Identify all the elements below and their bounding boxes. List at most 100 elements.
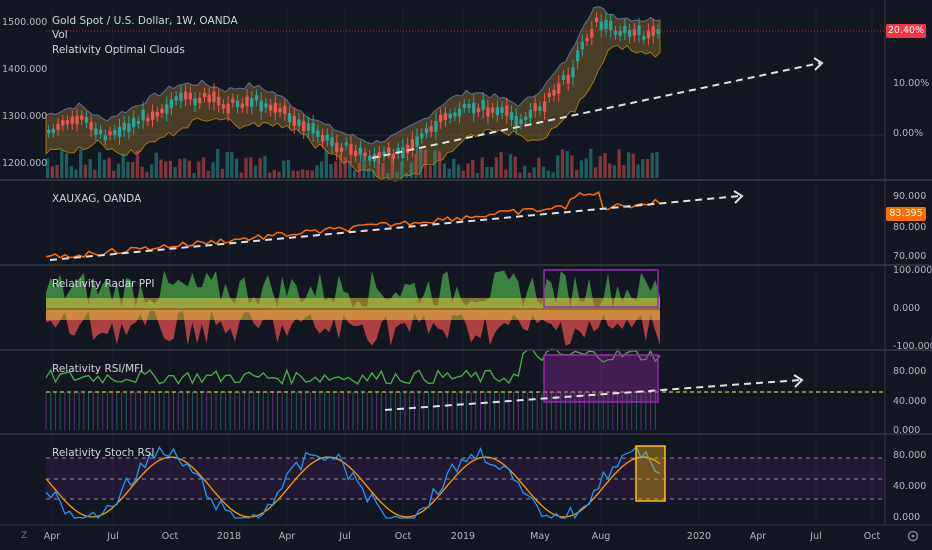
volume-bar [112, 170, 116, 178]
timezone-icon[interactable]: Z [21, 531, 28, 541]
candle-body [108, 131, 112, 136]
price-tick: 1200.000 [2, 158, 48, 169]
volume-bar [376, 154, 380, 178]
candle-body [575, 50, 580, 62]
candle-body [627, 29, 632, 37]
volume-bar [428, 165, 432, 178]
candle-body [566, 74, 570, 84]
candle-body [448, 113, 452, 119]
candle-body [283, 105, 287, 114]
xauxag-label[interactable]: XAUXAG, OANDA [52, 193, 142, 205]
volume-bar [315, 165, 319, 178]
candle-body [401, 147, 405, 158]
stoch-tick: 80.000 [893, 450, 927, 461]
candle-body [580, 41, 585, 50]
candle-body [439, 114, 443, 123]
volume-bar [456, 164, 461, 178]
candle-body [89, 122, 93, 130]
radar-ppi-pane[interactable] [46, 269, 660, 346]
candle-body [259, 100, 263, 112]
volume-bar [508, 154, 513, 178]
candle-body [311, 123, 315, 134]
candle-body [585, 37, 589, 42]
volume-bar [263, 155, 267, 178]
volume-label[interactable]: Vol [52, 29, 68, 41]
rsi-mfi-pane[interactable] [45, 348, 885, 430]
volume-bar [499, 151, 503, 178]
candle-body [231, 98, 235, 103]
volume-bar [423, 149, 428, 178]
volume-bar [367, 167, 371, 178]
volume-bar [329, 164, 333, 178]
volume-bar [494, 157, 498, 178]
candle-body [254, 95, 259, 101]
volume-bar [121, 154, 125, 178]
candle-body [136, 120, 141, 124]
xauxag-pane[interactable] [45, 190, 744, 261]
candle-body [193, 98, 197, 106]
volume-bar [46, 158, 50, 178]
volume-bar [182, 158, 187, 178]
volume-bar [55, 164, 59, 178]
volume-bar [225, 151, 229, 178]
volume-bar [83, 164, 88, 178]
symbol-title[interactable]: Gold Spot / U.S. Dollar, 1W, OANDA [52, 15, 238, 27]
settings-gear-icon[interactable] [906, 529, 920, 543]
candle-body [377, 151, 381, 158]
volume-bar [60, 149, 64, 178]
candle-body [113, 130, 117, 135]
candle-body [557, 83, 561, 94]
candle-body [98, 129, 103, 134]
candle-body [240, 103, 244, 108]
radar-tick: 100.000 [893, 265, 932, 276]
time-tick: 2018 [216, 531, 242, 542]
stoch-tick: 0.000 [893, 512, 921, 523]
volume-bar [74, 169, 78, 178]
candle-body [51, 128, 56, 133]
time-tick: May [530, 531, 550, 542]
candle-body [320, 135, 325, 142]
time-tick: Oct [161, 531, 179, 542]
trend-arrow-head [813, 57, 824, 71]
candle-body [122, 122, 126, 131]
volume-bar [348, 161, 352, 178]
candle-body [368, 155, 372, 161]
pane-separators[interactable] [0, 0, 932, 526]
time-tick: Oct [863, 531, 881, 542]
volume-bar [438, 151, 442, 178]
volume-bar [126, 161, 130, 178]
candle-body [533, 103, 537, 111]
candle-body [47, 129, 51, 134]
stoch-tick: 40.000 [893, 481, 927, 492]
candle-body [481, 99, 485, 110]
candle-body [495, 107, 499, 115]
rsi-mfi-label[interactable]: Relativity RSI/MFI [52, 363, 144, 375]
candle-body [363, 152, 367, 156]
volume-bar [617, 149, 621, 178]
volume-bar [442, 163, 447, 178]
volume-bar [612, 165, 617, 178]
volume-bar [409, 162, 413, 178]
volume-bar [447, 168, 451, 178]
candle-body [405, 144, 410, 154]
candle-body [599, 21, 603, 31]
candle-body [250, 98, 254, 107]
volume-bar [626, 152, 631, 178]
candle-body [245, 96, 249, 107]
time-tick: Jul [107, 531, 119, 542]
candle-body [420, 133, 424, 139]
candle-body [297, 119, 301, 126]
rsi-line [45, 348, 661, 386]
stoch-rsi-label[interactable]: Relativity Stoch RSI [52, 447, 155, 459]
volume-bar [282, 160, 286, 178]
candle-body [542, 101, 547, 112]
volume-bar [145, 171, 149, 178]
candle-body [174, 96, 178, 101]
radar-ppi-label[interactable]: Relativity Radar PPI [52, 278, 155, 290]
time-tick: 2020 [686, 531, 712, 542]
volume-bar [546, 170, 550, 178]
clouds-indicator-label[interactable]: Relativity Optimal Clouds [52, 44, 185, 56]
stoch-rsi-pane[interactable] [45, 445, 885, 520]
main-price-pane[interactable] [45, 6, 885, 182]
